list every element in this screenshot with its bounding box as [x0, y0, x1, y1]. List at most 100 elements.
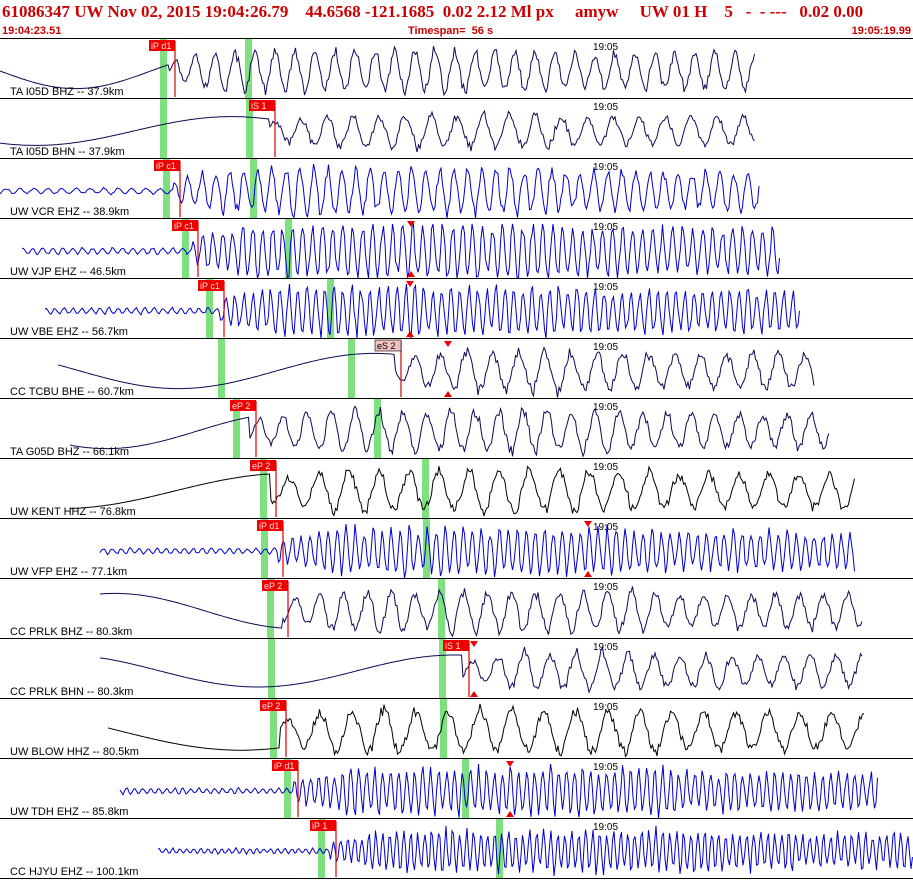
trace-row[interactable]: 19:05 iP d1 UW VFP EHZ -- 77.1km — [0, 519, 913, 579]
channel-label: TA G05D BHZ -- 66.1km — [10, 446, 129, 458]
trace-row[interactable]: 19:05 eP 2 UW KENT HHZ -- 76.8km — [0, 459, 913, 519]
phase-marker-band — [163, 159, 170, 219]
phase-pick-flag[interactable] — [230, 400, 256, 411]
minute-tick-label: 19:05 — [593, 222, 618, 233]
amplitude-marker-bottom — [406, 331, 414, 337]
channel-label: CC HJYU EHZ -- 100.1km — [10, 866, 138, 878]
waveform-trace[interactable] — [21, 222, 780, 280]
phase-pick-label: iP 1 — [312, 821, 327, 831]
minute-tick-label: 19:05 — [593, 462, 618, 473]
trace-row[interactable]: 19:05 eP 2 UW BLOW HHZ -- 80.5km — [0, 699, 913, 759]
minute-tick-label: 19:05 — [593, 582, 618, 593]
phase-marker-band — [268, 639, 275, 699]
phase-marker-band — [260, 459, 267, 519]
waveform-trace[interactable] — [0, 163, 760, 219]
phase-marker-band — [440, 699, 447, 759]
amplitude-marker-top — [444, 341, 452, 347]
start-time-label: 19:04:23.51 — [2, 25, 62, 37]
waveform-trace[interactable] — [157, 825, 913, 877]
trace-row[interactable]: 19:05 iP 1 CC HJYU EHZ -- 100.1km — [0, 819, 913, 879]
phase-marker-band — [250, 159, 257, 219]
amplitude-marker-bottom — [506, 811, 514, 817]
amplitude-marker-top — [407, 221, 415, 227]
channel-label: CC PRLK BHN -- 80.3km — [10, 686, 133, 698]
channel-label: UW VJP EHZ -- 46.5km — [10, 266, 126, 278]
trace-row[interactable]: 19:05 iS 1 CC PRLK BHN -- 80.3km — [0, 639, 913, 699]
phase-pick-label: eP 2 — [252, 461, 270, 471]
channel-label: UW TDH EHZ -- 85.8km — [10, 806, 128, 818]
waveform-trace[interactable] — [69, 465, 855, 517]
waveform-trace[interactable] — [44, 283, 800, 339]
waveform-trace[interactable] — [119, 763, 878, 819]
phase-pick-flag[interactable] — [262, 580, 288, 591]
trace-row[interactable]: 19:05 iS 1 TA I05D BHN -- 37.9km — [0, 99, 913, 159]
phase-pick-flag[interactable] — [249, 100, 275, 111]
channel-label: CC TCBU BHE -- 60.7km — [10, 386, 134, 398]
trace-row[interactable]: 19:05 eP 2 CC PRLK BHZ -- 80.3km — [0, 579, 913, 639]
phase-pick-flag[interactable] — [149, 40, 175, 51]
minute-tick-label: 19:05 — [593, 762, 618, 773]
minute-tick-label: 19:05 — [593, 162, 618, 173]
phase-pick-label: iP d1 — [259, 521, 279, 531]
phase-marker-band — [348, 339, 355, 399]
phase-marker-band — [462, 759, 469, 819]
channel-label: TA I05D BHZ -- 37.9km — [10, 86, 124, 98]
phase-pick-label: iP d1 — [274, 761, 294, 771]
phase-pick-flag[interactable] — [260, 700, 286, 711]
phase-marker-band — [267, 579, 274, 639]
waveform-trace[interactable] — [57, 346, 815, 398]
waveform-trace[interactable] — [0, 109, 755, 153]
trace-row[interactable]: 19:05 iP d1 TA I05D BHZ -- 37.9km — [0, 39, 913, 99]
trace-row[interactable]: 19:05 iP c1 UW VCR EHZ -- 38.9km — [0, 159, 913, 219]
phase-marker-band — [160, 39, 167, 99]
phase-marker-band — [327, 279, 334, 339]
trace-row[interactable]: 19:05 eS 2 CC TCBU BHE -- 60.7km — [0, 339, 913, 399]
phase-pick-label: eS 2 — [377, 341, 396, 351]
phase-pick-flag[interactable] — [250, 460, 276, 471]
trace-row[interactable]: 19:05 iP d1 UW TDH EHZ -- 85.8km — [0, 759, 913, 819]
minute-tick-label: 19:05 — [593, 822, 618, 833]
phase-marker-band — [182, 219, 189, 279]
waveform-trace[interactable] — [99, 523, 855, 579]
phase-pick-label: iP d1 — [151, 41, 171, 51]
phase-marker-band — [439, 639, 446, 699]
phase-marker-band — [496, 819, 503, 879]
amplitude-marker-top — [506, 761, 514, 767]
phase-marker-band — [423, 519, 430, 579]
trace-row[interactable]: 19:05 iP c1 UW VJP EHZ -- 46.5km — [0, 219, 913, 280]
channel-label: CC PRLK BHZ -- 80.3km — [10, 626, 132, 638]
waveform-trace[interactable] — [69, 405, 830, 458]
phase-marker-band — [270, 699, 277, 759]
phase-pick-flag[interactable] — [172, 220, 198, 231]
phase-pick-label: iS 1 — [251, 101, 267, 111]
phase-marker-band — [233, 399, 240, 459]
channel-label: UW VCR EHZ -- 38.9km — [10, 206, 129, 218]
channel-label: UW VBE EHZ -- 56.7km — [10, 326, 128, 338]
waveform-trace[interactable] — [99, 646, 863, 694]
amplitude-marker-bottom — [584, 571, 592, 577]
amplitude-marker-top — [406, 281, 414, 287]
trace-row[interactable]: 19:05 eP 2 TA G05D BHZ -- 66.1km — [0, 399, 913, 459]
phase-pick-flag[interactable] — [154, 160, 180, 171]
waveform-trace[interactable] — [99, 586, 863, 638]
minute-tick-label: 19:05 — [593, 402, 618, 413]
waveform-trace[interactable] — [107, 703, 865, 758]
phase-pick-flag[interactable] — [374, 339, 402, 352]
phase-pick-flag[interactable] — [443, 640, 469, 651]
timespan-label: Timespan= 56 s — [408, 25, 494, 37]
waveform-trace[interactable] — [0, 45, 755, 97]
minute-tick-label: 19:05 — [593, 702, 618, 713]
phase-pick-flag[interactable] — [310, 820, 336, 831]
phase-pick-flag[interactable] — [198, 280, 224, 291]
phase-pick-flag[interactable] — [272, 760, 298, 771]
minute-tick-label: 19:05 — [593, 282, 618, 293]
header-bar: 61086347 UW Nov 02, 2015 19:04:26.79 44.… — [0, 0, 913, 39]
event-summary-title: 61086347 UW Nov 02, 2015 19:04:26.79 44.… — [2, 2, 864, 21]
phase-marker-band — [245, 39, 252, 99]
amplitude-marker-bottom — [407, 271, 415, 277]
trace-row[interactable]: 19:05 iP c1 UW VBE EHZ -- 56.7km — [0, 279, 913, 339]
phase-pick-flag[interactable] — [257, 520, 283, 531]
phase-pick-label: iP c1 — [156, 161, 176, 171]
amplitude-marker-bottom — [444, 391, 452, 397]
